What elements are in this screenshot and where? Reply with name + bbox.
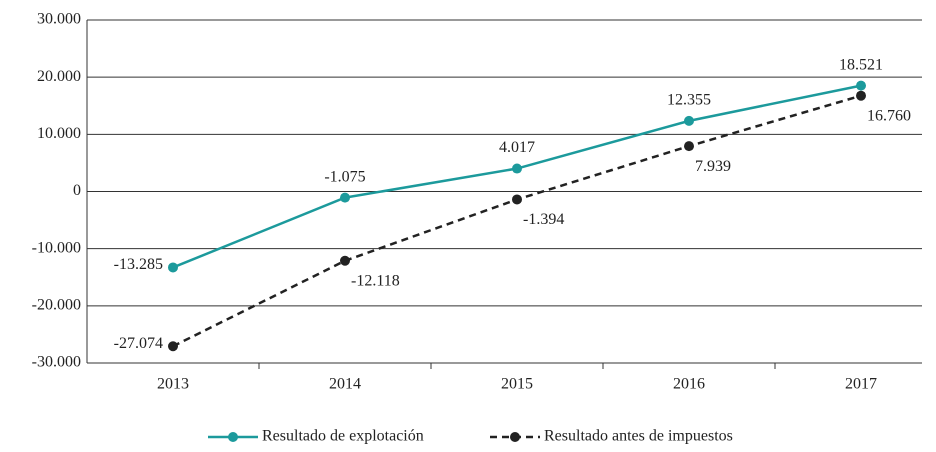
point (856, 80, 866, 91)
data-label: -27.074 (114, 335, 163, 352)
point (512, 163, 522, 174)
series-line (172, 84, 862, 269)
point (512, 194, 522, 205)
y-tick-label: 10.000 (37, 125, 81, 142)
x-tick-label: 2015 (501, 376, 533, 393)
data-label: 12.355 (667, 92, 711, 109)
data-label: -12.118 (351, 272, 400, 289)
series-line (172, 94, 862, 348)
data-label: -13.285 (114, 256, 163, 273)
data-label: 16.760 (867, 107, 911, 124)
x-tick-label: 2013 (157, 376, 189, 393)
point (684, 141, 694, 152)
y-tick-label: 0 (73, 182, 81, 199)
legend-label: Resultado de explotación (262, 428, 424, 445)
data-label: 18.521 (839, 56, 883, 73)
data-label: 4.017 (499, 139, 535, 156)
x-tick-label: 2017 (845, 376, 877, 393)
point (684, 115, 694, 126)
point (856, 90, 866, 101)
y-tick-label: -10.000 (32, 239, 81, 256)
point (340, 255, 350, 266)
legend-marker (228, 432, 238, 442)
y-tick-label: 30.000 (37, 11, 81, 28)
legend-marker (510, 432, 520, 442)
data-label: -1.394 (523, 211, 564, 228)
y-tick-label: 20.000 (37, 68, 81, 85)
point (340, 192, 350, 203)
y-tick-label: -30.000 (32, 354, 81, 371)
point (168, 262, 178, 273)
y-tick-label: -20.000 (32, 297, 81, 314)
data-label: 7.939 (695, 158, 731, 175)
point (168, 341, 178, 352)
legend-label: Resultado antes de impuestos (544, 428, 733, 445)
x-tick-label: 2016 (673, 376, 705, 393)
data-label: -1.075 (324, 168, 365, 185)
x-tick-label: 2014 (329, 376, 361, 393)
